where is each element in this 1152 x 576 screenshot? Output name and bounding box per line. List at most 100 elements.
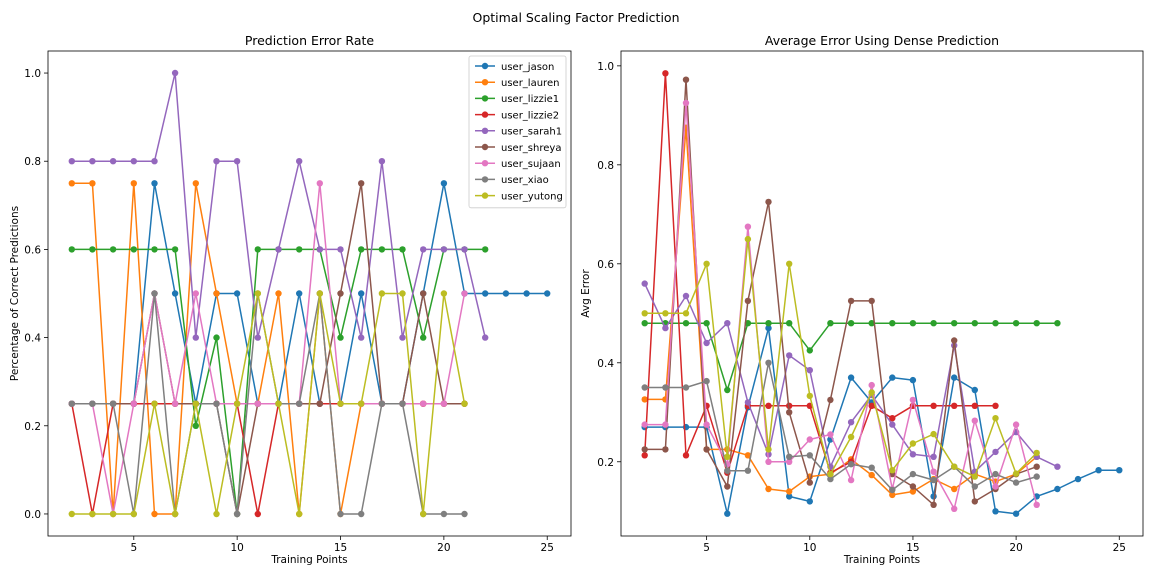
y-tick-label: 0.2	[597, 457, 614, 469]
data-point	[192, 180, 199, 187]
series-user_yutong	[68, 290, 468, 518]
series-line	[644, 78, 1037, 506]
data-point	[1033, 449, 1040, 457]
data-point	[502, 290, 510, 297]
data-point	[641, 452, 648, 459]
legend-box	[468, 55, 567, 209]
data-point	[827, 431, 834, 438]
data-point	[1095, 467, 1102, 474]
data-point	[930, 468, 937, 475]
data-point	[703, 446, 710, 453]
data-point	[461, 510, 468, 518]
data-point	[337, 290, 344, 297]
data-point	[1116, 467, 1123, 474]
data-point	[461, 400, 468, 407]
data-point	[151, 246, 158, 253]
legend-marker	[481, 160, 489, 167]
data-point	[233, 290, 241, 297]
legend-label: user_sujaan	[501, 159, 561, 170]
data-point	[786, 493, 793, 500]
data-point	[889, 320, 896, 327]
data-point	[786, 453, 793, 460]
y-tick-label: 0.8	[597, 160, 614, 172]
data-point	[930, 476, 937, 484]
data-point	[316, 400, 323, 407]
data-point	[420, 290, 427, 297]
legend-label: user_lauren	[501, 78, 559, 89]
data-point	[806, 347, 813, 354]
data-point	[724, 483, 731, 490]
data-point	[213, 400, 220, 407]
data-point	[847, 374, 855, 381]
data-point	[378, 290, 386, 297]
data-point	[930, 430, 937, 438]
data-point	[992, 415, 999, 422]
legend-marker	[481, 62, 489, 70]
data-point	[909, 470, 917, 478]
y-tick-label: 1.0	[597, 61, 614, 73]
data-point	[399, 246, 406, 253]
data-point	[786, 352, 793, 359]
legend-entry: user_lauren	[475, 78, 559, 89]
data-point	[703, 421, 710, 428]
data-point	[992, 402, 999, 409]
data-point	[440, 290, 448, 297]
data-point	[889, 491, 896, 499]
data-point	[641, 396, 648, 403]
legend-marker	[481, 95, 489, 102]
data-point	[68, 246, 76, 253]
data-point	[951, 505, 958, 512]
data-point	[440, 400, 448, 407]
legend-label: user_jason	[501, 62, 554, 73]
data-point	[130, 510, 137, 518]
data-point	[233, 510, 241, 518]
data-point	[909, 483, 917, 490]
legend-entry: user_sarah1	[475, 127, 562, 138]
data-point	[109, 400, 117, 407]
data-point	[827, 320, 834, 327]
x-tick-label: 25	[541, 542, 554, 554]
data-point	[420, 334, 427, 341]
legend-label: user_lizzie1	[501, 94, 559, 105]
data-point	[806, 367, 813, 374]
series-user_lauren	[641, 124, 1040, 499]
data-point	[971, 320, 978, 327]
data-point	[971, 402, 978, 409]
data-point	[1012, 510, 1020, 517]
data-point	[682, 292, 690, 300]
data-point	[420, 246, 427, 253]
data-point	[1074, 475, 1082, 483]
data-point	[703, 377, 710, 385]
data-point	[889, 421, 896, 428]
data-point	[827, 475, 834, 483]
data-point	[847, 461, 855, 468]
data-point	[662, 384, 669, 391]
data-point	[316, 180, 323, 187]
data-point	[89, 246, 96, 253]
data-point	[1033, 473, 1040, 480]
data-point	[703, 339, 710, 347]
data-point	[868, 389, 875, 396]
data-point	[213, 510, 220, 518]
data-point	[786, 260, 793, 267]
data-point	[868, 381, 875, 389]
data-point	[992, 448, 999, 456]
data-point	[89, 158, 96, 165]
legend-label: user_lizzie2	[501, 110, 559, 121]
y-tick-label: 0.4	[597, 358, 614, 370]
data-point	[296, 158, 303, 165]
data-point	[951, 402, 958, 409]
legend-marker	[481, 143, 489, 151]
data-point	[703, 320, 710, 327]
data-point	[847, 320, 855, 327]
data-point	[275, 290, 282, 297]
series-line	[644, 362, 1037, 491]
data-point	[786, 458, 793, 465]
data-point	[909, 440, 917, 447]
data-point	[316, 246, 323, 253]
legend-entry: user_lizzie2	[475, 110, 559, 121]
data-point	[233, 400, 241, 407]
data-point	[847, 476, 855, 484]
data-point	[641, 446, 648, 453]
